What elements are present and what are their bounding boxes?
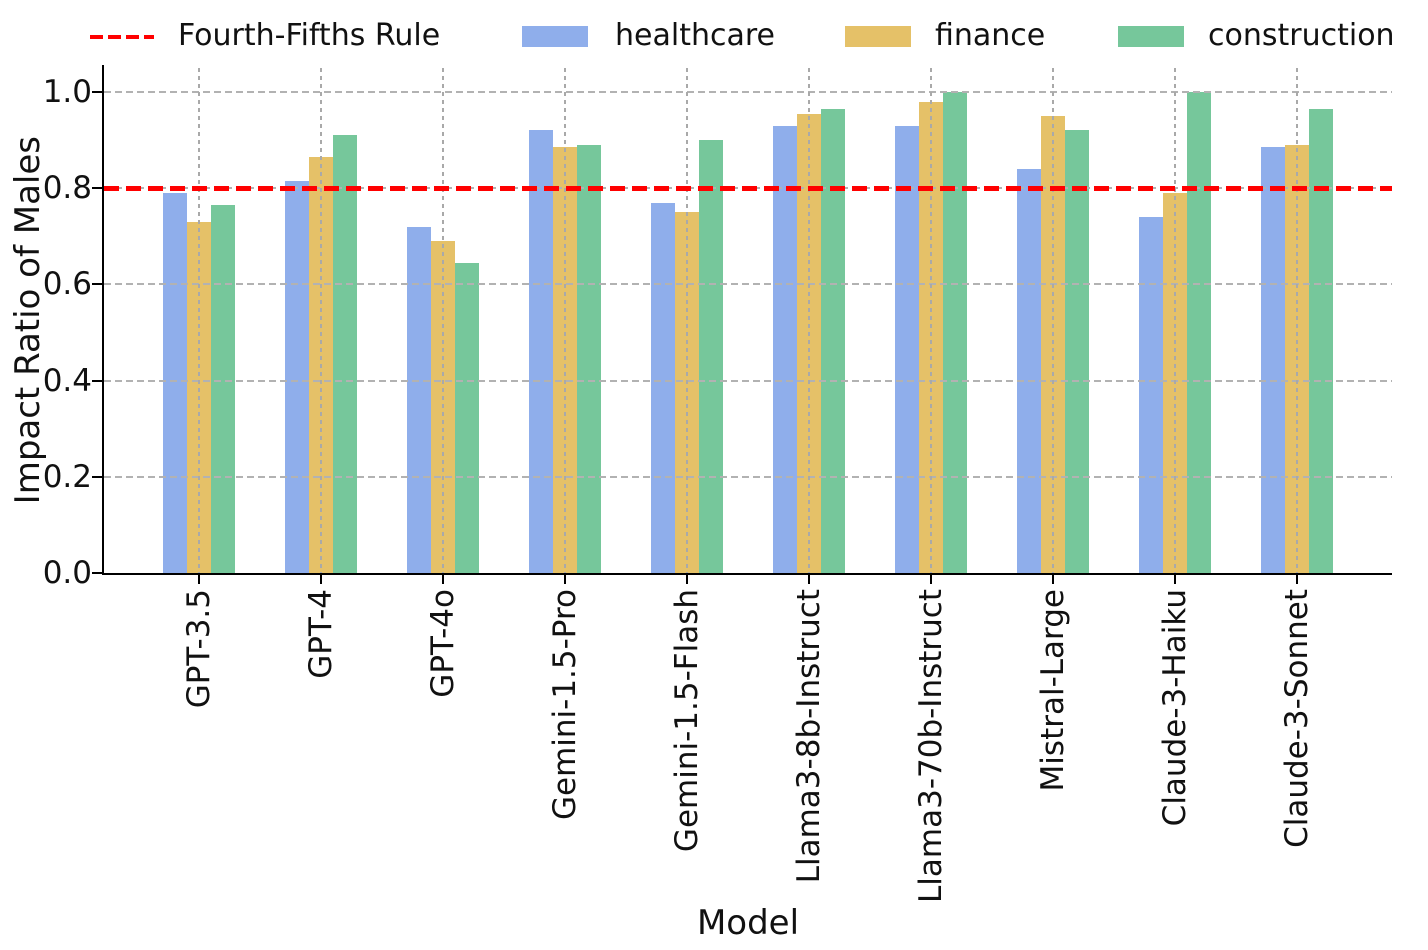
x-tick-gpt-4o [442, 575, 444, 584]
x-tick-llama3-8b-instruct [808, 575, 810, 584]
bar-healthcare-gpt-3-5 [163, 193, 187, 573]
x-tick-label-gemini-1-5-flash: Gemini-1.5-Flash [669, 589, 705, 853]
y-tick-label-0-4: 0.4 [42, 362, 92, 399]
x-tick-label-gpt-4o: GPT-4o [425, 589, 461, 698]
x-tick-claude-3-sonnet [1296, 575, 1298, 584]
x-tick-label-gpt-4: GPT-4 [303, 589, 339, 679]
gridline-v-gemini-1-5-flash [686, 68, 688, 573]
legend-label-finance: finance [935, 18, 1046, 53]
gridline-v-claude-3-sonnet [1296, 68, 1298, 573]
y-axis-spine [102, 65, 104, 575]
y-tick-label-0-2: 0.2 [42, 458, 92, 495]
x-tick-label-gpt-3-5: GPT-3.5 [181, 589, 217, 709]
bar-construction-gpt-4o [455, 262, 479, 573]
bar-construction-claude-3-haiku [1187, 92, 1211, 573]
bar-construction-gemini-1-5-pro [577, 144, 601, 573]
legend-swatch-healthcare [522, 26, 588, 47]
x-tick-mistral-large [1052, 575, 1054, 584]
y-tick-0-8 [92, 187, 102, 190]
y-tick-1 [92, 91, 102, 93]
y-tick-0-6 [92, 283, 102, 286]
y-axis-title: Impact Ratio of Males [6, 68, 50, 573]
bar-construction-mistral-large [1065, 130, 1089, 573]
bar-construction-gemini-1-5-flash [699, 140, 723, 573]
gridline-v-gpt-4 [320, 68, 322, 573]
legend-label-fourth-fifths-rule: Fourth-Fifths Rule [178, 18, 441, 53]
gridline-h-0-2 [104, 475, 1392, 478]
legend-swatch-finance [845, 26, 911, 47]
x-axis-spine [102, 573, 1392, 575]
x-tick-label-gemini-1-5-pro: Gemini-1.5-Pro [547, 589, 583, 821]
x-tick-gemini-1-5-flash [686, 575, 688, 584]
bar-healthcare-claude-3-haiku [1139, 217, 1163, 573]
y-tick-label-1: 1.0 [42, 74, 92, 110]
y-tick-0-4 [92, 379, 102, 382]
x-tick-claude-3-haiku [1174, 575, 1176, 584]
bar-construction-gpt-3-5 [211, 205, 235, 573]
y-tick-label-0: 0.0 [42, 555, 92, 591]
x-tick-label-claude-3-haiku: Claude-3-Haiku [1157, 589, 1193, 827]
y-axis-title-text: Impact Ratio of Males [8, 136, 48, 505]
gridline-h-0-4 [104, 379, 1392, 382]
legend-swatch-construction [1118, 26, 1184, 47]
bar-healthcare-gemini-1-5-flash [651, 202, 675, 573]
bar-healthcare-gpt-4o [407, 226, 431, 573]
x-axis-title: Model [696, 903, 800, 943]
y-tick-label-0-6: 0.6 [42, 266, 92, 303]
x-tick-label-llama3-8b-instruct: Llama3-8b-Instruct [791, 589, 827, 884]
x-tick-gpt-4 [320, 575, 322, 584]
y-tick-0 [92, 572, 102, 574]
bar-construction-llama3-8b-instruct [821, 108, 845, 573]
gridline-v-claude-3-haiku [1174, 68, 1176, 573]
gridline-v-gpt-4o [442, 68, 444, 573]
y-tick-0-2 [92, 475, 102, 478]
gridline-v-llama3-70b-instruct [930, 68, 932, 573]
gridline-v-llama3-8b-instruct [808, 68, 810, 573]
gridline-h-0-6 [104, 283, 1392, 286]
legend-label-construction: construction [1208, 18, 1395, 53]
x-tick-label-mistral-large: Mistral-Large [1035, 589, 1071, 792]
x-tick-label-llama3-70b-instruct: Llama3-70b-Instruct [913, 589, 949, 903]
gridline-h-1 [104, 91, 1392, 93]
bar-construction-llama3-70b-instruct [943, 92, 967, 573]
x-tick-label-claude-3-sonnet: Claude-3-Sonnet [1279, 589, 1315, 848]
bar-healthcare-gpt-4 [285, 180, 309, 573]
bar-construction-gpt-4 [333, 135, 357, 573]
reference-line [104, 186, 1392, 192]
legend-label-healthcare: healthcare [615, 18, 775, 53]
bar-healthcare-llama3-70b-instruct [895, 125, 919, 573]
gridline-v-gpt-3-5 [198, 68, 200, 573]
bar-healthcare-mistral-large [1017, 168, 1041, 573]
x-tick-gpt-3-5 [198, 575, 200, 584]
legend-line-sample-icon [90, 35, 154, 39]
gridline-v-mistral-large [1052, 68, 1054, 573]
gridline-v-gemini-1-5-pro [564, 68, 566, 573]
x-tick-gemini-1-5-pro [564, 575, 566, 584]
bar-healthcare-claude-3-sonnet [1261, 147, 1285, 573]
bar-construction-claude-3-sonnet [1309, 108, 1333, 573]
bar-healthcare-llama3-8b-instruct [773, 125, 797, 573]
x-tick-llama3-70b-instruct [930, 575, 932, 584]
y-tick-label-0-8: 0.8 [42, 170, 92, 207]
bar-healthcare-gemini-1-5-pro [529, 130, 553, 573]
